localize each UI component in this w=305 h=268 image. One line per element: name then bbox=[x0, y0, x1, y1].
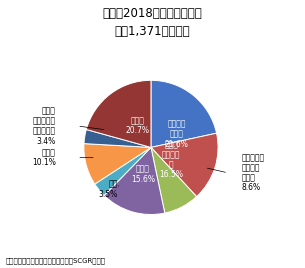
Text: ベースメタ
ルおよび
同製品
8.6%: ベースメタ ルおよび 同製品 8.6% bbox=[242, 153, 265, 192]
Text: その他
20.7%: その他 20.7% bbox=[126, 116, 149, 135]
Text: 人口樹
脂・プラス
チックなど
3.4%: 人口樹 脂・プラス チックなど 3.4% bbox=[33, 106, 56, 146]
Text: 食料品
15.6%: 食料品 15.6% bbox=[131, 165, 155, 184]
Text: 機械・電
気機器
21.6%: 機械・電 気機器 21.6% bbox=[164, 120, 188, 148]
Wedge shape bbox=[151, 147, 197, 213]
Text: （約1,371億ドル）: （約1,371億ドル） bbox=[115, 25, 190, 39]
Wedge shape bbox=[104, 147, 165, 214]
Text: 図表ጬ2018年品目別輸入額: 図表ጬ2018年品目別輸入額 bbox=[102, 7, 203, 20]
Text: （出所：サウジアラビア通貨庁よりSCGR作成）: （出所：サウジアラビア通貨庁よりSCGR作成） bbox=[6, 257, 106, 264]
Wedge shape bbox=[84, 129, 151, 147]
Wedge shape bbox=[86, 80, 151, 147]
Wedge shape bbox=[95, 147, 151, 195]
Wedge shape bbox=[84, 144, 151, 184]
Text: 化学品
10.1%: 化学品 10.1% bbox=[32, 148, 56, 167]
Text: 輸送機
器・自動
車
16.5%: 輸送機 器・自動 車 16.5% bbox=[159, 140, 183, 179]
Wedge shape bbox=[151, 133, 218, 197]
Text: 繊維
3.5%: 繊維 3.5% bbox=[98, 180, 117, 199]
Wedge shape bbox=[151, 80, 217, 147]
